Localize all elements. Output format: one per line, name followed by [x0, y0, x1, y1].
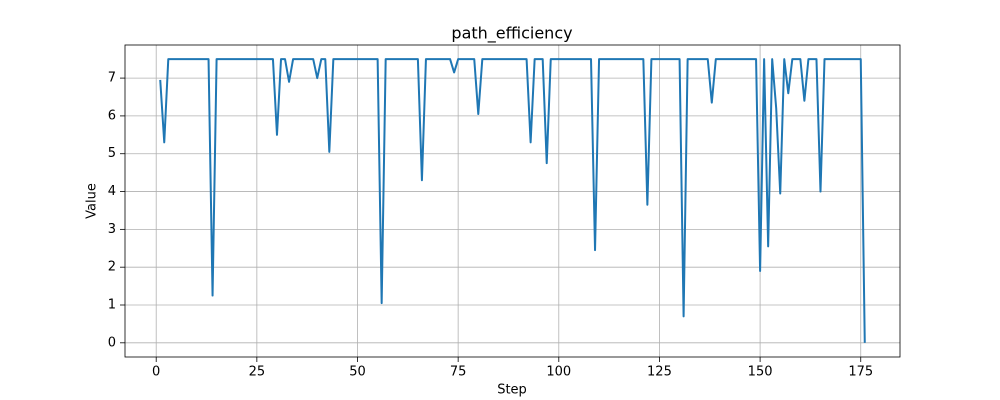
- x-tick-label: 0: [152, 365, 160, 380]
- x-tick-label: 150: [748, 365, 773, 380]
- x-axis-label: Step: [497, 383, 527, 398]
- y-tick-label: 3: [108, 222, 116, 237]
- x-tick-label: 75: [450, 365, 467, 380]
- y-tick-label: 0: [108, 335, 116, 350]
- y-axis-label: Value: [85, 183, 100, 219]
- data-line: [159, 58, 866, 343]
- y-tick-label: 1: [108, 298, 116, 313]
- x-tick-label: 50: [349, 365, 366, 380]
- y-tick-label: 7: [108, 71, 116, 86]
- x-tick-label: 100: [546, 365, 571, 380]
- chart-title: path_efficiency: [451, 24, 572, 44]
- y-tick-label: 2: [108, 260, 116, 275]
- y-tick-label: 4: [108, 184, 116, 199]
- x-tick-label: 175: [848, 365, 873, 380]
- y-tick-label: 5: [108, 146, 116, 161]
- plot-frame: [124, 44, 901, 358]
- y-tick-label: 6: [108, 108, 116, 123]
- x-tick-label: 125: [647, 365, 672, 380]
- x-tick-label: 25: [249, 365, 266, 380]
